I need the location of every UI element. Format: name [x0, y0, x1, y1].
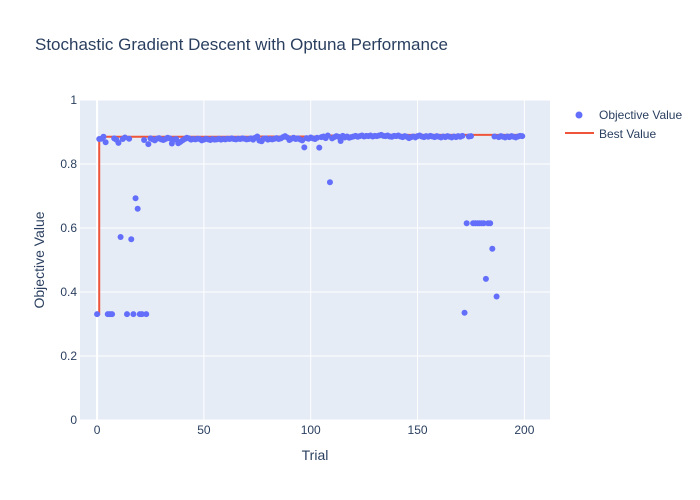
objective-value-point[interactable] [143, 311, 150, 318]
objective-value-point[interactable] [489, 245, 496, 252]
objective-value-point[interactable] [128, 236, 135, 243]
legend-label-objective-value: Objective Value [599, 108, 682, 122]
legend[interactable]: Objective Value Best Value [565, 108, 682, 141]
y-axis-title: Objective Value [31, 211, 47, 308]
objective-value-point[interactable] [132, 195, 139, 202]
x-tick-label: 0 [94, 423, 101, 437]
legend-item-best-value[interactable]: Best Value [565, 127, 656, 141]
objective-value-point[interactable] [134, 205, 141, 212]
objective-value-point[interactable] [326, 179, 333, 186]
y-tick-label: 1 [70, 93, 77, 107]
x-tick-label: 150 [408, 423, 428, 437]
x-tick-label: 100 [301, 423, 321, 437]
x-tick-label: 200 [514, 423, 534, 437]
y-tick-label: 0.2 [60, 349, 77, 363]
objective-value-point[interactable] [109, 311, 116, 318]
objective-value-point[interactable] [94, 311, 101, 318]
y-tick-label: 0.6 [60, 221, 77, 235]
objective-value-point[interactable] [493, 293, 500, 300]
x-axis-title: Trial [302, 447, 329, 463]
objective-value-point[interactable] [138, 311, 145, 318]
y-tick-label: 0.4 [60, 285, 77, 299]
objective-value-point[interactable] [480, 220, 487, 227]
objective-value-point[interactable] [130, 311, 137, 318]
objective-value-point[interactable] [316, 144, 323, 151]
objective-value-point[interactable] [124, 311, 130, 318]
objective-value-point[interactable] [141, 137, 148, 143]
y-axis-ticks: 0 0.2 0.4 0.6 0.8 1 [60, 93, 77, 427]
grid-lines [80, 99, 550, 421]
objective-value-point[interactable] [459, 132, 466, 139]
objective-value-point[interactable] [519, 133, 526, 140]
objective-value-point[interactable] [487, 220, 494, 227]
objective-value-point[interactable] [463, 220, 470, 227]
legend-label-best-value: Best Value [599, 127, 656, 141]
objective-value-point[interactable] [100, 133, 107, 140]
objective-value-point[interactable] [301, 144, 308, 151]
legend-item-objective-value[interactable]: Objective Value [575, 108, 683, 122]
y-tick-label: 0 [70, 413, 77, 427]
objective-value-point[interactable] [126, 135, 133, 142]
objective-value-point[interactable] [482, 275, 489, 282]
objective-value-point[interactable] [145, 141, 152, 148]
objective-value-point[interactable] [115, 139, 122, 146]
objective-value-point[interactable] [467, 133, 474, 140]
chart-title: Stochastic Gradient Descent with Optuna … [35, 35, 448, 54]
objective-value-point[interactable] [102, 139, 109, 146]
objective-value-series [94, 131, 526, 318]
objective-value-point[interactable] [337, 137, 344, 144]
x-tick-label: 50 [197, 423, 211, 437]
legend-marker-icon [575, 111, 583, 119]
objective-value-point[interactable] [324, 132, 331, 139]
y-tick-label: 0.8 [60, 157, 77, 171]
plot-area [80, 100, 550, 420]
objective-value-point[interactable] [461, 309, 468, 316]
objective-value-point[interactable] [117, 233, 124, 240]
x-axis-ticks: 0 50 100 150 200 [94, 423, 535, 437]
